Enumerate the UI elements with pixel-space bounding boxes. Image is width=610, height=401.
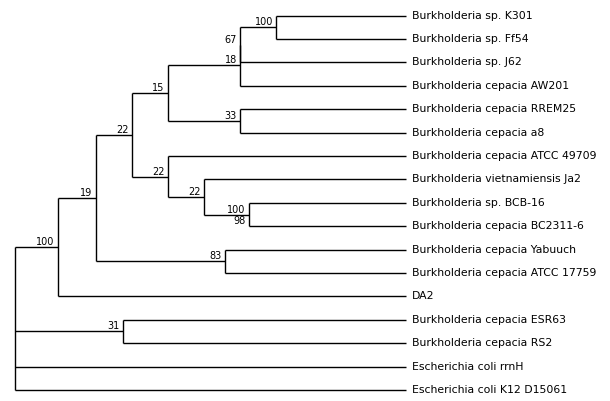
Text: Burkholderia sp. K301: Burkholderia sp. K301 [412, 11, 533, 21]
Text: Burkholderia cepacia RREM25: Burkholderia cepacia RREM25 [412, 104, 576, 114]
Text: Burkholderia cepacia ATCC 17759: Burkholderia cepacia ATCC 17759 [412, 268, 596, 278]
Text: Burkholderia cepacia Yabuuch: Burkholderia cepacia Yabuuch [412, 245, 576, 255]
Text: 100: 100 [37, 237, 55, 247]
Text: 100: 100 [254, 17, 273, 27]
Text: Escherichia coli K12 D15061: Escherichia coli K12 D15061 [412, 385, 567, 395]
Text: Burkholderia cepacia RS2: Burkholderia cepacia RS2 [412, 338, 552, 348]
Text: 22: 22 [188, 187, 201, 197]
Text: 18: 18 [224, 55, 237, 65]
Text: 22: 22 [152, 166, 165, 176]
Text: 22: 22 [116, 125, 129, 135]
Text: DA2: DA2 [412, 292, 434, 302]
Text: Burkholderia sp. J62: Burkholderia sp. J62 [412, 57, 522, 67]
Text: Burkholderia cepacia ESR63: Burkholderia cepacia ESR63 [412, 315, 565, 325]
Text: 19: 19 [81, 188, 93, 198]
Text: 31: 31 [107, 322, 120, 332]
Text: 33: 33 [224, 111, 237, 121]
Text: Burkholderia vietnamiensis Ja2: Burkholderia vietnamiensis Ja2 [412, 174, 581, 184]
Text: Burkholderia cepacia a8: Burkholderia cepacia a8 [412, 128, 544, 138]
Text: Burkholderia cepacia BC2311-6: Burkholderia cepacia BC2311-6 [412, 221, 584, 231]
Text: Burkholderia sp. Ff54: Burkholderia sp. Ff54 [412, 34, 528, 44]
Text: Burkholderia cepacia AW201: Burkholderia cepacia AW201 [412, 81, 569, 91]
Text: Escherichia coli rrnH: Escherichia coli rrnH [412, 362, 523, 372]
Text: 98: 98 [234, 216, 246, 226]
Text: 100: 100 [228, 205, 246, 215]
Text: Burkholderia cepacia ATCC 49709: Burkholderia cepacia ATCC 49709 [412, 151, 596, 161]
Text: 15: 15 [152, 83, 165, 93]
Text: 83: 83 [210, 251, 222, 261]
Text: 67: 67 [224, 35, 237, 45]
Text: Burkholderia sp. BCB-16: Burkholderia sp. BCB-16 [412, 198, 544, 208]
